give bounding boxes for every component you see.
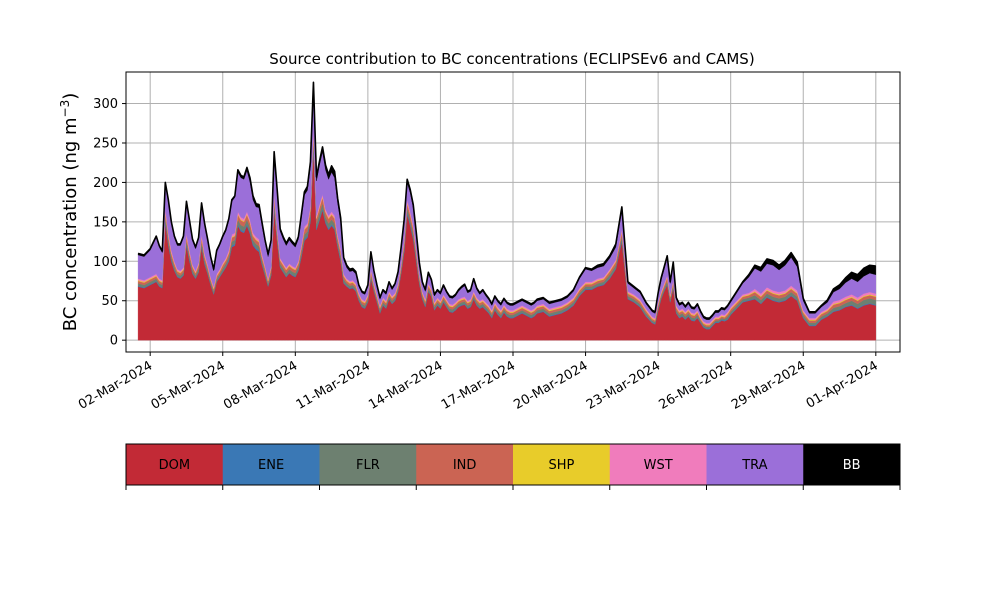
y-tick-label: 300	[93, 97, 118, 112]
x-axis-ticks: 02-Mar-202405-Mar-202408-Mar-202411-Mar-…	[76, 352, 881, 413]
x-tick-label: 01-Apr-2024	[804, 358, 881, 411]
colorbar-label-ene: ENE	[258, 458, 284, 473]
x-tick-label: 08-Mar-2024	[221, 358, 300, 412]
x-tick-label: 14-Mar-2024	[366, 358, 445, 412]
y-axis-label-superscript: −3	[58, 100, 72, 118]
colorbar-frame	[125, 443, 901, 486]
chart-title: Source contribution to BC concentrations…	[269, 50, 754, 68]
x-tick-label: 11-Mar-2024	[294, 358, 373, 412]
x-tick-label: 23-Mar-2024	[584, 358, 663, 412]
y-tick-label: 200	[93, 176, 118, 191]
x-tick-label: 05-Mar-2024	[149, 358, 228, 412]
y-tick-label: 150	[93, 215, 118, 230]
colorbar-swatch-wst	[609, 444, 707, 485]
colorbar-swatch-ene	[222, 444, 320, 485]
x-tick-label: 29-Mar-2024	[729, 358, 808, 412]
y-tick-label: 100	[93, 255, 118, 270]
colorbar-swatch-ind	[416, 444, 514, 485]
y-axis-label: BC concentration (ng m−3)	[58, 93, 81, 332]
colorbar-label-shp: SHP	[548, 458, 574, 473]
source-colorbar-legend: DOM ENE FLR IND SHP WST TRA BB	[125, 444, 901, 490]
total-outline	[137, 81, 876, 319]
colorbar-label-bb: BB	[843, 458, 861, 473]
colorbar-label-ind: IND	[453, 458, 477, 473]
y-tick-label: 250	[93, 136, 118, 151]
colorbar-label-dom: DOM	[159, 458, 190, 473]
colorbar-swatch-tra	[706, 444, 804, 485]
colorbar-label-wst: WST	[644, 458, 673, 473]
x-tick-label: 02-Mar-2024	[76, 358, 155, 412]
colorbar-swatch-shp	[513, 444, 611, 485]
x-tick-label: 26-Mar-2024	[657, 358, 736, 412]
colorbar-swatch-dom	[126, 444, 224, 485]
colorbar-swatch-flr	[319, 444, 417, 485]
colorbar-label-tra: TRA	[741, 458, 767, 473]
colorbar-swatch-bb	[803, 444, 901, 485]
x-tick-label: 17-Mar-2024	[439, 358, 518, 412]
y-axis-label-close: )	[60, 93, 81, 100]
x-tick-label: 20-Mar-2024	[511, 358, 590, 412]
total-line	[137, 81, 876, 319]
colorbar-label-flr: FLR	[356, 458, 380, 473]
y-tick-label: 50	[101, 294, 118, 309]
y-tick-label: 0	[110, 334, 118, 349]
y-axis-label-text: BC concentration (ng m	[60, 117, 81, 331]
y-axis-ticks: 0 50 100 150 200 250 300	[93, 97, 126, 349]
